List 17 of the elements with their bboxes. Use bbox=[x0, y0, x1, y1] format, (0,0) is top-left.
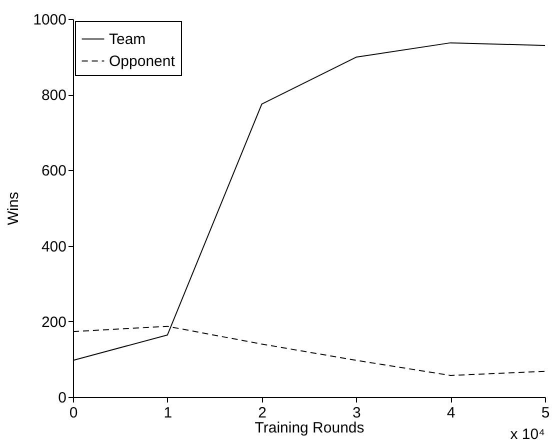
y-axis-title: Wins bbox=[5, 192, 22, 226]
x-tick-label: 0 bbox=[69, 404, 78, 422]
x-tick-label: 3 bbox=[352, 404, 361, 422]
legend-label: Team bbox=[109, 31, 146, 48]
legend-label: Opponent bbox=[109, 53, 176, 70]
x-tick-label: 1 bbox=[164, 404, 172, 422]
x-tick-label: 5 bbox=[541, 404, 550, 422]
y-tick-label: 400 bbox=[41, 238, 66, 256]
y-tick-label: 1000 bbox=[33, 12, 66, 28]
x-tick-label: 2 bbox=[258, 404, 266, 422]
text: x 10⁴ bbox=[510, 426, 545, 443]
x-tick-label: 4 bbox=[446, 404, 456, 422]
y-tick-label: 600 bbox=[41, 162, 66, 180]
y-tick-label: 800 bbox=[41, 87, 66, 104]
x-axis-title: Training Rounds bbox=[254, 420, 364, 436]
y-tick-label: 0 bbox=[58, 390, 66, 406]
y-tick-label: 200 bbox=[41, 314, 66, 331]
